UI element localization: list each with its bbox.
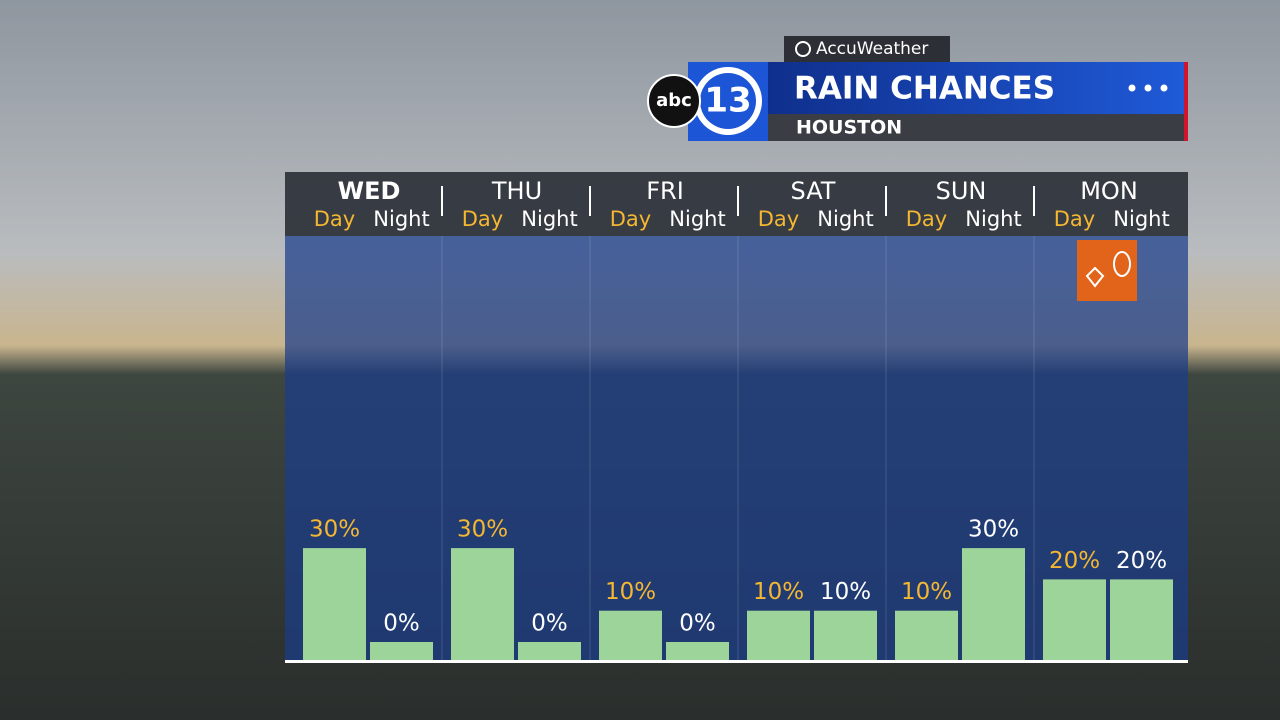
bar xyxy=(599,610,662,660)
value-label: 0% xyxy=(679,611,716,637)
series-label: Day xyxy=(610,207,651,231)
day-label: MON xyxy=(1080,177,1138,205)
plot-panel xyxy=(285,236,1188,660)
series-label: Day xyxy=(462,207,503,231)
series-label: Night xyxy=(373,207,429,231)
series-label: Day xyxy=(314,207,355,231)
channel: 13 xyxy=(704,81,751,121)
value-label: 10% xyxy=(753,579,804,605)
network: abc xyxy=(656,90,692,111)
day-label: SAT xyxy=(791,177,836,205)
series-label: Day xyxy=(906,207,947,231)
series-label: Night xyxy=(669,207,725,231)
provider-badge xyxy=(784,36,950,62)
value-label: 20% xyxy=(1116,548,1167,574)
bar xyxy=(666,642,729,660)
series-label: Night xyxy=(965,207,1021,231)
day-label: THU xyxy=(491,177,542,205)
bar xyxy=(895,610,958,660)
column-divider xyxy=(885,186,887,216)
network-logo xyxy=(647,74,701,128)
column-divider xyxy=(441,186,443,216)
provider: AccuWeather xyxy=(816,39,928,59)
chart-subtitle: HOUSTON xyxy=(796,117,902,139)
value-label: 10% xyxy=(901,579,952,605)
column-divider xyxy=(1033,186,1035,216)
column-divider xyxy=(737,186,739,216)
logo-circle xyxy=(700,73,756,129)
value-label: 0% xyxy=(383,611,420,637)
chart-title: RAIN CHANCES xyxy=(794,71,1055,107)
value-label: 20% xyxy=(1049,548,1100,574)
column-header xyxy=(285,172,1188,236)
title-bar xyxy=(768,62,1186,114)
value-label: 10% xyxy=(820,579,871,605)
bar xyxy=(814,610,877,660)
value-label: 10% xyxy=(605,579,656,605)
bar xyxy=(1110,579,1173,660)
bar xyxy=(747,610,810,660)
series-label: Day xyxy=(758,207,799,231)
day-label: WED xyxy=(338,177,401,205)
accent xyxy=(1184,62,1188,141)
fall-icon xyxy=(1077,240,1137,301)
series-label: Night xyxy=(817,207,873,231)
value-label: 30% xyxy=(457,517,508,543)
bar xyxy=(451,548,514,660)
series-label: Day xyxy=(1054,207,1095,231)
subtitle-bar xyxy=(768,114,1186,141)
series-label: Night xyxy=(521,207,577,231)
bar xyxy=(370,642,433,660)
column-divider xyxy=(589,186,591,216)
value-label: 30% xyxy=(309,517,360,543)
series-label: Night xyxy=(1113,207,1169,231)
value-label: 30% xyxy=(968,517,1019,543)
baseline xyxy=(285,660,1188,663)
bar xyxy=(303,548,366,660)
bar xyxy=(518,642,581,660)
sun-icon xyxy=(795,41,811,57)
day-label: SUN xyxy=(936,177,987,205)
bar xyxy=(962,548,1025,660)
value-label: 0% xyxy=(531,611,568,637)
menu-dots xyxy=(1128,84,1168,92)
bar xyxy=(1043,579,1106,660)
day-label: FRI xyxy=(646,177,684,205)
